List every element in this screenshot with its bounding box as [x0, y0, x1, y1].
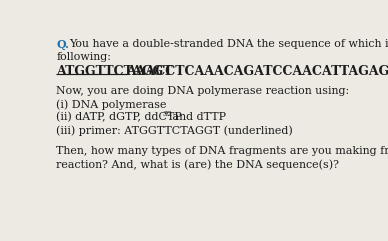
Text: (iii) primer: ATGGTTCTAGGT (underlined): (iii) primer: ATGGTTCTAGGT (underlined) — [56, 125, 293, 136]
Text: ATGGTTCTAGGT: ATGGTTCTAGGT — [56, 65, 173, 78]
Text: (ii) dATP, dGTP, ddCTP: (ii) dATP, dGTP, ddCTP — [56, 112, 182, 123]
Text: Then, how many types of DNA fragments are you making from this: Then, how many types of DNA fragments ar… — [56, 146, 388, 156]
Text: reaction? And, what is (are) the DNA sequence(s)?: reaction? And, what is (are) the DNA seq… — [56, 159, 339, 170]
Text: following:: following: — [56, 52, 111, 62]
Text: Now, you are doing DNA polymerase reaction using:: Now, you are doing DNA polymerase reacti… — [56, 86, 349, 96]
Text: Q.: Q. — [56, 39, 69, 50]
Text: (i) DNA polymerase: (i) DNA polymerase — [56, 99, 167, 110]
Text: and dTTP: and dTTP — [169, 112, 226, 122]
Text: You have a double-stranded DNA the sequence of which is the: You have a double-stranded DNA the seque… — [69, 39, 388, 49]
Text: AAACCTCAAACAGATCCAACATTAGAG: AAACCTCAAACAGATCCAACATTAGAG — [126, 65, 388, 78]
Text: 32: 32 — [162, 110, 172, 118]
